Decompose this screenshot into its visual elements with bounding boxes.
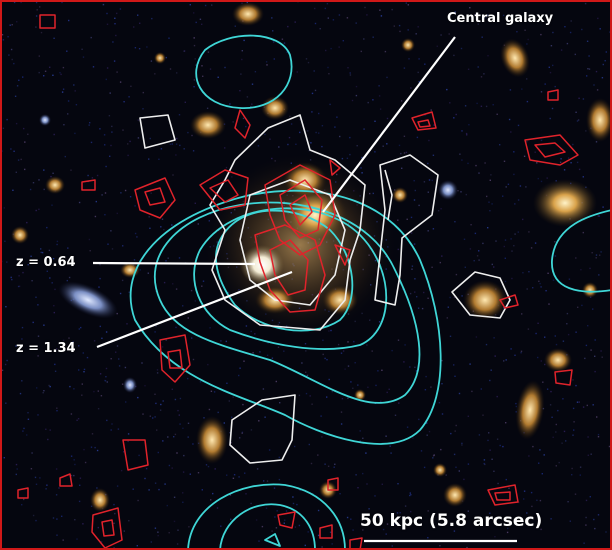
redshift-label-1-34: z = 1.34 [16,341,76,356]
red-contours [17,14,579,550]
white-contours [139,114,511,464]
central-galaxy-label: Central galaxy [447,11,554,26]
z1-pointer [92,261,256,266]
z2-pointer [96,270,293,349]
pointer-lines [92,36,456,349]
scale-bar-label: 50 kpc (5.8 arcsec) [360,511,543,531]
central-galaxy-pointer [322,36,456,213]
redshift-label-0-64: z = 0.64 [16,255,76,270]
cyan-contours [129,34,612,550]
